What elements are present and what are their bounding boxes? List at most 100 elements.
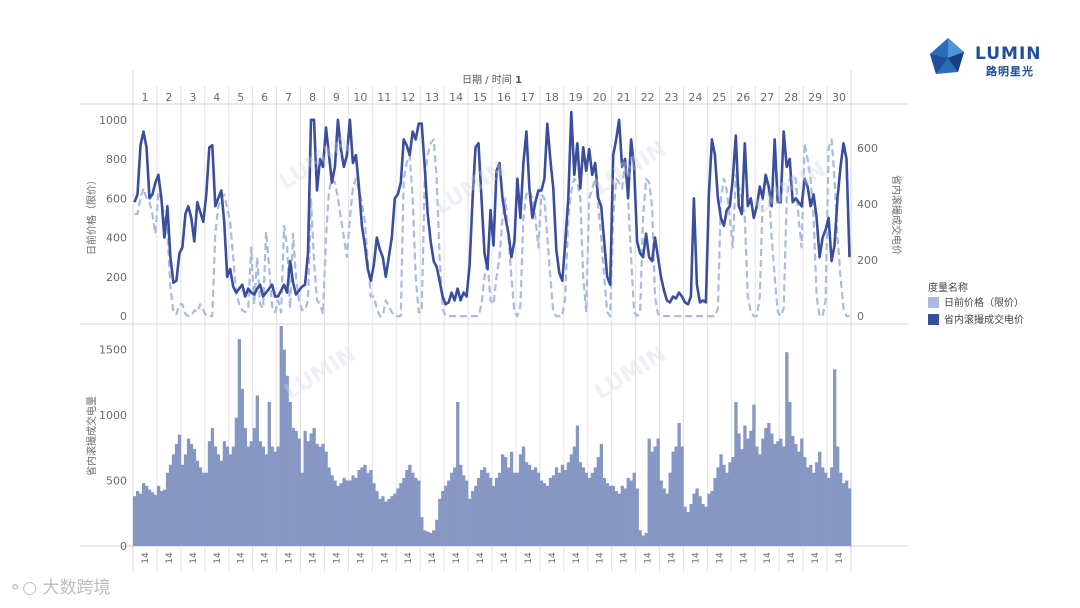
legend-item[interactable]: 日前价格（限价） [928,294,1024,309]
volume-bar [297,438,301,546]
volume-bar [620,485,624,546]
volume-bar [468,498,472,546]
watermark-text: LUMIN [430,157,511,220]
volume-bar [342,477,346,546]
volume-bar [494,477,499,546]
volume-bar [222,441,227,546]
volume-bar [474,485,478,546]
volume-bar [836,446,840,546]
volume-bar [174,443,179,546]
volume-bar [393,493,397,546]
volume-bar [839,472,843,546]
day-header-label: 19 [569,91,583,104]
volume-bar [719,454,723,546]
volume-bar [420,517,424,546]
volume-bar [483,467,487,546]
volume-bar [426,531,430,546]
volume-bar [276,446,280,546]
volume-bar [830,467,834,546]
volume-bar [806,467,810,546]
volume-bar [743,425,747,546]
volume-bar [608,485,612,546]
x-tick-label: 14 [237,552,247,564]
volume-bar [815,462,819,546]
volume-bar [692,493,696,546]
x-tick-label: 14 [141,552,151,564]
y-axis-title-bars: 省内滚撮成交电量 [85,396,98,476]
x-tick-label: 14 [668,552,678,564]
day-header-label: 3 [189,91,196,104]
day-header-label: 16 [497,91,511,104]
day-header-label: 9 [333,91,340,104]
volume-bar [192,449,197,546]
y-tick-label-left: 800 [106,153,127,166]
volume-bar [372,483,376,546]
volume-bar [515,472,520,546]
volume-bar [770,433,774,546]
volume-bar [219,460,224,546]
volume-bar [812,472,816,546]
volume-bar [318,446,322,546]
volume-bar [563,470,568,546]
volume-bar [539,480,544,546]
volume-bar [632,472,636,546]
legend-swatch [928,314,939,325]
volume-bar [593,467,598,546]
volume-bar [246,446,250,546]
y-axis-title-right: 省内滚撮成交电价 [890,175,903,255]
volume-bar [797,451,801,546]
volume-bar [767,422,771,546]
volume-bar [545,485,550,546]
volume-bar [590,472,595,546]
volume-bar [411,472,415,546]
x-tick-label: 14 [356,552,366,564]
x-tick-label: 14 [165,552,175,564]
day-header-label: 28 [784,91,798,104]
x-tick-label: 14 [213,552,223,564]
y-tick-label-left: 400 [106,232,127,245]
volume-bar [509,451,514,546]
volume-bar [384,501,388,546]
volume-bar [180,464,185,546]
volume-bar [614,491,618,546]
volume-bar [351,475,355,546]
header-title: 日期 / 时间 1 [462,73,522,86]
volume-bar [285,375,289,546]
volume-bar [677,422,681,546]
x-tick-label: 14 [452,552,462,564]
volume-bar [578,462,583,546]
x-tick-label: 14 [787,552,797,564]
x-tick-label: 14 [596,552,606,564]
day-header-label: 12 [401,91,415,104]
volume-bar [668,472,672,546]
volume-bar [375,491,379,546]
volume-bar [270,446,274,546]
day-header-label: 26 [736,91,750,104]
y-tick-label-left: 600 [106,192,127,205]
day-header-label: 8 [309,91,316,104]
y-tick-label-right: 400 [857,198,878,211]
brand-subtitle: 路明星光 [986,65,1034,78]
volume-bar [809,464,813,546]
volume-bar [369,470,373,546]
volume-bar [824,472,828,546]
volume-bar [644,532,648,546]
volume-bar [710,491,714,546]
legend-item-label: 省内滚撮成交电价 [944,315,1024,326]
volume-bar [728,462,732,546]
volume-bar [447,480,451,546]
volume-bar [503,457,508,546]
volume-bar [252,428,256,546]
volume-bar [521,446,526,546]
volume-bar [524,462,529,546]
x-tick-label: 14 [404,552,414,564]
volume-bar [740,449,744,546]
volume-bar [713,477,717,546]
legend-item[interactable]: 省内滚撮成交电价 [928,311,1024,326]
volume-bar [378,498,382,546]
volume-bar [833,369,837,546]
volume-bar [396,488,400,546]
volume-bar [776,441,780,546]
volume-bar [195,460,200,546]
volume-bar [827,477,831,546]
